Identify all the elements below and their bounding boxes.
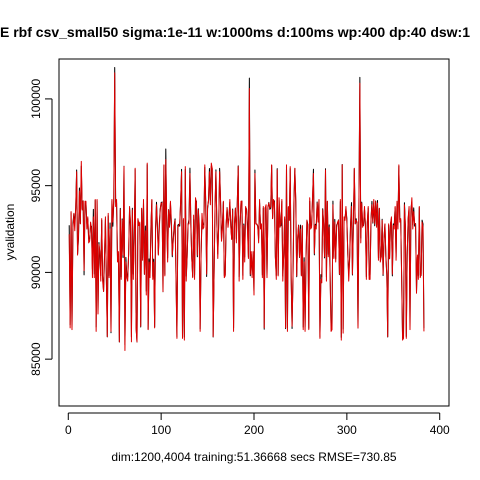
y-tick-label: 95000 [29,169,43,203]
y-axis: 85000 90000 95000 100000 [29,79,53,376]
x-axis-label: dim:1200,4004 training:51.36668 secs RMS… [111,450,397,464]
x-tick-label: 200 [244,423,264,437]
y-tick-label: 90000 [29,255,43,289]
series-line-2 [68,72,425,351]
y-tick-label: 100000 [29,79,43,119]
series-layer [68,67,425,351]
chart-title: E rbf csv_small50 sigma:1e-11 w:1000ms d… [0,24,470,40]
x-tick-label: 0 [65,423,72,437]
x-tick-label: 100 [151,423,171,437]
x-tick-label: 300 [337,423,357,437]
y-tick-label: 85000 [29,342,43,376]
series-line-1 [68,67,425,346]
x-tick-label: 400 [430,423,450,437]
y-axis-label: yvalidation [3,204,17,261]
plot-frame [58,58,450,407]
x-axis: 0 100 200 300 400 [65,412,450,437]
